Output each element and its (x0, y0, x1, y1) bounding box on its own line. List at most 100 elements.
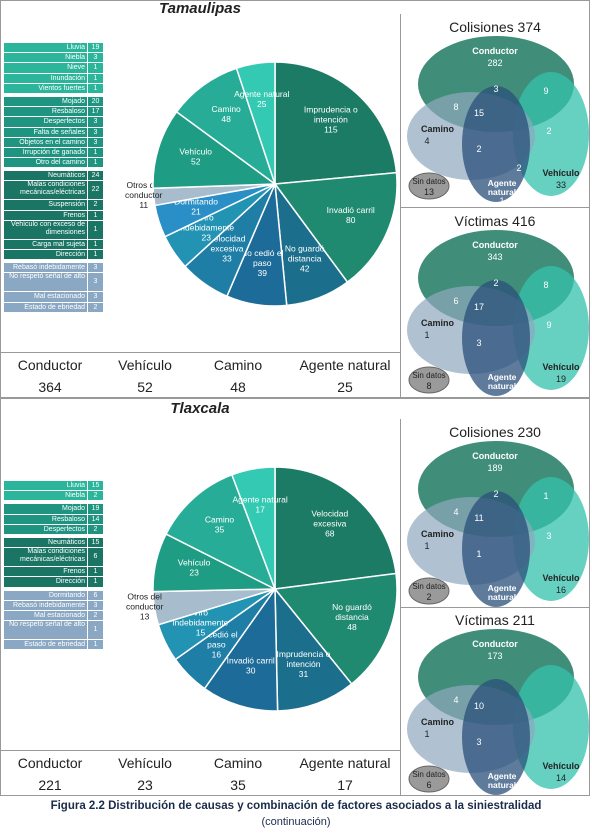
venn-title: Víctimas 416 (455, 213, 536, 229)
venn-vehiculo (513, 72, 589, 196)
pie-slice-invadi-carril (273, 171, 398, 284)
venn-value: 2 (476, 144, 481, 154)
summary-value: 48 (230, 379, 246, 395)
tlaxcala-summary: Conductor 221 Vehículo 23 Camino 35 Agente nat… (0, 750, 401, 796)
venn-value: 15 (474, 108, 484, 118)
legend-value: 3 (88, 117, 103, 127)
venn-value: 6 (453, 296, 458, 306)
venn-agente-label: natural (488, 381, 516, 391)
summary-label: Conductor (17, 357, 83, 373)
legend-label: No respetó señal de alto (4, 621, 87, 640)
legend-label: Resbaloso (4, 514, 87, 524)
legend-label: Malas condiciones mecánicas/eléctricas (4, 181, 87, 200)
legend-label: No respetó señal de alto (4, 273, 87, 292)
legend-value: 6 (88, 590, 103, 600)
venn-value: 3 (476, 338, 481, 348)
venn-sin-label: Sin datos (412, 770, 445, 779)
summary-label: Vehículo (118, 755, 172, 771)
pie-label: No cedió el paso 16 (195, 630, 238, 660)
venn-victimas-tlaxcala: Víctimas 211 Conductor 173 Camino 1 Vehículo 1… (407, 612, 589, 795)
summary-value: 35 (230, 777, 246, 793)
legend-label: Malas condiciones mecánicas/eléctricas (4, 548, 87, 567)
venn-sin-datos (408, 765, 450, 793)
legend-label: Vehículo con exceso de dimensiones (4, 220, 87, 239)
legend-value: 17 (88, 107, 103, 117)
legend-label: Lluvia (4, 481, 87, 491)
legend-label: Resbaloso (4, 107, 87, 117)
legend-value: 15 (88, 481, 103, 491)
venn-vehiculo-value: 33 (556, 180, 566, 190)
legend-value: 1 (88, 239, 103, 249)
pie-label: Dormitando 21 (174, 196, 218, 216)
venn-vehiculo (513, 665, 589, 789)
venn-camino-label: Camino (421, 717, 455, 727)
venn-victimas-tamaulipas: Víctimas 416 Conductor 343 Camino 1 Vehículo 1… (407, 213, 589, 396)
venn-value: 2 (493, 489, 498, 499)
venn-agente-label: natural (488, 592, 516, 602)
pie-label: No cedió el paso 39 (241, 248, 284, 278)
pie-label: Imprudencia o intención 31 (277, 649, 331, 679)
venn-agente-label: natural (488, 187, 516, 197)
venn-value: 9 (543, 86, 548, 96)
venn-sin-value: 6 (426, 780, 431, 790)
venn-value: 2 (516, 163, 521, 173)
legend-value: 1 (88, 640, 103, 650)
summary-value: 364 (38, 379, 62, 395)
venn-vehiculo-label: Vehículo (542, 573, 580, 583)
pie-label: Otros del conductor 13 (126, 592, 163, 622)
legend-value: 3 (88, 292, 103, 302)
venn-value: 3 (476, 737, 481, 747)
legend-value: 3 (88, 273, 103, 292)
legend-label: Carga mal sujeta (4, 239, 87, 249)
pie-slice-agente-natural (230, 466, 276, 590)
venn-camino-value: 1 (424, 729, 429, 739)
pie-label: Agente natural 25 (234, 89, 289, 109)
legend-value: 2 (88, 302, 103, 312)
legend-value: 1 (88, 63, 103, 73)
venn-agente-label: Agente (488, 583, 517, 593)
summary-label: Vehículo (118, 357, 172, 373)
legend-value: 2 (88, 524, 103, 534)
summary-value: 52 (137, 379, 153, 395)
tlaxcala-left-pane (0, 419, 401, 796)
venn-title: Colisiones 230 (449, 424, 541, 440)
pie-label: Invadió carril 30 (227, 655, 275, 675)
venn-vehiculo-label: Vehículo (542, 761, 580, 771)
pie-label: Vehículo 52 (179, 147, 212, 167)
summary-label: Camino (213, 357, 263, 373)
venn-conductor-label: Conductor (472, 639, 518, 649)
venn-vehiculo-value: 19 (556, 374, 566, 384)
legend-label: Frenos (4, 210, 87, 220)
legend-label: Dirección (4, 577, 87, 587)
legend-label: Mal estacionado (4, 292, 87, 302)
venn-value: 11 (474, 513, 483, 523)
legend-label: Otro del camino (4, 158, 87, 168)
divider (401, 607, 590, 608)
venn-vehiculo (513, 266, 589, 390)
venn-conductor-value: 189 (487, 463, 502, 473)
venn-camino-label: Camino (421, 318, 455, 328)
legend-label: Neumáticos (4, 171, 87, 181)
legend-label: Niebla (4, 491, 87, 501)
venn-sin-value: 8 (426, 381, 431, 391)
pie-slice-agente-natural (235, 61, 276, 185)
pie-slice-velocidad-excesiva (274, 466, 397, 590)
venn-conductor-label: Conductor (472, 451, 518, 461)
pie-slice-veh-culo (152, 110, 278, 190)
venn-value: 3 (546, 531, 551, 541)
tlaxcala-panel (0, 398, 590, 796)
venn-title: Víctimas 211 (455, 612, 535, 628)
legend-label: Suspensión (4, 200, 87, 210)
venn-agente-label: Agente (488, 178, 517, 188)
venn-agente (462, 679, 530, 795)
venn-conductor-label: Conductor (472, 240, 518, 250)
venn-agente-label: Agente (488, 771, 517, 781)
legend-label: Vientos fuertes (4, 83, 87, 93)
legend-value: 6 (88, 548, 103, 567)
venn-value: 1 (543, 491, 548, 501)
venn-value: 2 (493, 278, 498, 288)
legend-label: Dirección (4, 250, 87, 260)
legend-value: 19 (88, 504, 103, 514)
venn-value: 4 (453, 507, 458, 517)
pie-slice-imprudencia-o-intenci-n (274, 586, 353, 712)
